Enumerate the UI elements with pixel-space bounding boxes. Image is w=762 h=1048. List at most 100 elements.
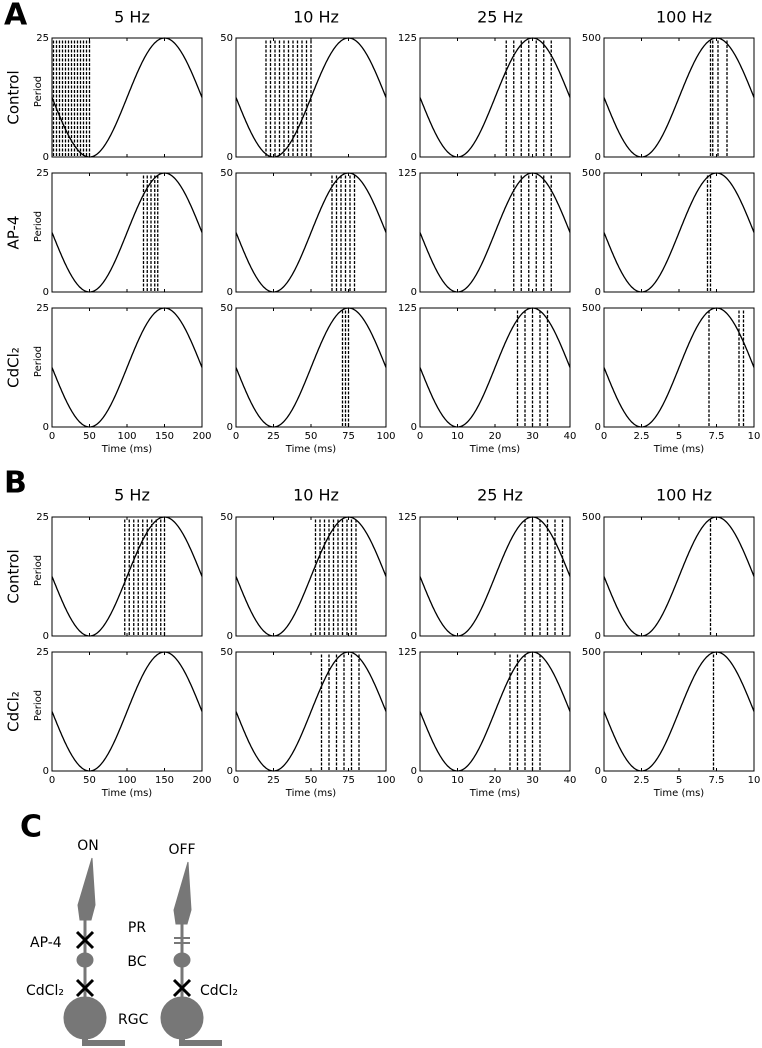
plot: 0 500 0 2.5 5 7.5 10 Time (ms)	[582, 303, 760, 455]
synapse	[174, 937, 190, 944]
y-tick-label: 0	[595, 287, 601, 298]
plot: 0 25	[36, 512, 203, 642]
x-tick-label: 0	[49, 431, 55, 442]
plot: 0 125	[398, 168, 571, 298]
x-tick-label: 0	[233, 431, 239, 442]
label: ON	[77, 838, 99, 854]
y-tick-label: 0	[411, 422, 417, 433]
y-tick-label: 500	[582, 647, 601, 658]
x-tick-label: 50	[83, 431, 96, 442]
plot: 0 25 0 50 100 150 200 Time (ms)	[36, 303, 211, 455]
label: PR	[128, 920, 146, 936]
y-tick-label: 50	[220, 33, 233, 44]
x-tick-label: 100	[117, 775, 136, 786]
stimulus	[603, 307, 755, 428]
y-tick-label: 0	[43, 152, 49, 163]
x-axis-label: Time (ms)	[285, 444, 337, 455]
y-tick-label: 125	[398, 303, 417, 314]
bipolar-cell	[76, 952, 94, 968]
x-axis-label: Time (ms)	[653, 788, 705, 799]
stimulus	[419, 651, 571, 772]
plot: 0 125	[398, 512, 571, 642]
y-tick-label: 0	[595, 422, 601, 433]
column-title: 10 Hz	[293, 486, 339, 505]
label: CdCl₂	[200, 983, 238, 999]
x-tick-label: 7.5	[709, 775, 725, 786]
label: AP-4	[30, 935, 62, 951]
label: RGC	[118, 1012, 149, 1028]
y-tick-label: 0	[411, 766, 417, 777]
y-tick-label: 25	[36, 168, 49, 179]
x-tick-label: 200	[192, 431, 211, 442]
plot: 0 50	[220, 33, 387, 163]
label: OFF	[168, 842, 195, 858]
x-tick-label: 2.5	[634, 775, 650, 786]
block-mark	[75, 978, 95, 998]
label: CdCl₂	[26, 983, 64, 999]
stimulus	[419, 172, 571, 293]
y-tick-label: 125	[398, 33, 417, 44]
x-tick-label: 50	[305, 431, 318, 442]
y-tick-label: 500	[582, 303, 601, 314]
y-tick-label: 500	[582, 168, 601, 179]
plot: 0 25	[36, 33, 203, 163]
x-tick-label: 200	[192, 775, 211, 786]
x-tick-label: 20	[489, 775, 502, 786]
plot: 0 50 0 25 50 75 100 Time (ms)	[220, 303, 395, 455]
y-tick-label: 0	[595, 631, 601, 642]
plot: 0 500	[582, 512, 755, 642]
x-tick-label: 40	[564, 431, 577, 442]
y-tick-label: 125	[398, 168, 417, 179]
column-title: 10 Hz	[293, 8, 339, 27]
x-tick-label: 50	[305, 775, 318, 786]
y-tick-label: 125	[398, 512, 417, 523]
x-tick-label: 7.5	[709, 431, 725, 442]
x-tick-label: 0	[601, 775, 607, 786]
stimulus	[235, 172, 387, 293]
label: BC	[127, 954, 146, 970]
y-axis-label: Period	[33, 76, 44, 107]
x-tick-label: 100	[117, 431, 136, 442]
y-tick-label: 25	[36, 33, 49, 44]
plot: 0 500 0 2.5 5 7.5 10 Time (ms)	[582, 647, 760, 799]
x-tick-label: 100	[376, 775, 395, 786]
y-tick-label: 50	[220, 512, 233, 523]
column-title: 5 Hz	[114, 8, 150, 27]
column-title: 100 Hz	[656, 8, 712, 27]
block-mark	[75, 930, 95, 950]
row-label: AP-4	[5, 216, 23, 250]
x-axis-label: Time (ms)	[101, 444, 153, 455]
y-tick-label: 0	[411, 631, 417, 642]
diagram: C ON OFF PR AP-4 BC CdCl₂ CdCl₂ RGC	[20, 810, 238, 1046]
x-tick-label: 10	[748, 775, 761, 786]
x-tick-label: 0	[49, 775, 55, 786]
plot: 0 25 0 50 100 150 200 Time (ms)	[36, 647, 211, 799]
photoreceptor	[77, 857, 96, 921]
x-tick-label: 75	[342, 775, 355, 786]
y-tick-label: 0	[227, 152, 233, 163]
block-mark	[172, 978, 192, 998]
plot: 0 125 0 10 20 30 40 Time (ms)	[398, 303, 576, 455]
row-label: Control	[5, 70, 23, 124]
stimulus	[51, 307, 203, 428]
y-tick-label: 0	[411, 287, 417, 298]
y-tick-label: 0	[43, 631, 49, 642]
y-tick-label: 0	[227, 631, 233, 642]
stimulus	[419, 516, 571, 637]
column-title: 25 Hz	[477, 8, 523, 27]
x-tick-label: 0	[233, 775, 239, 786]
x-tick-label: 10	[451, 431, 464, 442]
x-axis-label: Time (ms)	[653, 444, 705, 455]
photoreceptor	[173, 861, 192, 925]
panel-letter: A	[4, 0, 28, 33]
column-title: 25 Hz	[477, 486, 523, 505]
x-tick-label: 30	[526, 431, 539, 442]
panel-letter: B	[4, 466, 27, 501]
plot: 0 50 0 25 50 75 100 Time (ms)	[220, 647, 395, 799]
stimulus	[51, 516, 203, 637]
x-tick-label: 5	[676, 431, 682, 442]
stimulus	[235, 307, 387, 428]
plot: 0 50	[220, 512, 387, 642]
x-tick-label: 150	[155, 775, 174, 786]
